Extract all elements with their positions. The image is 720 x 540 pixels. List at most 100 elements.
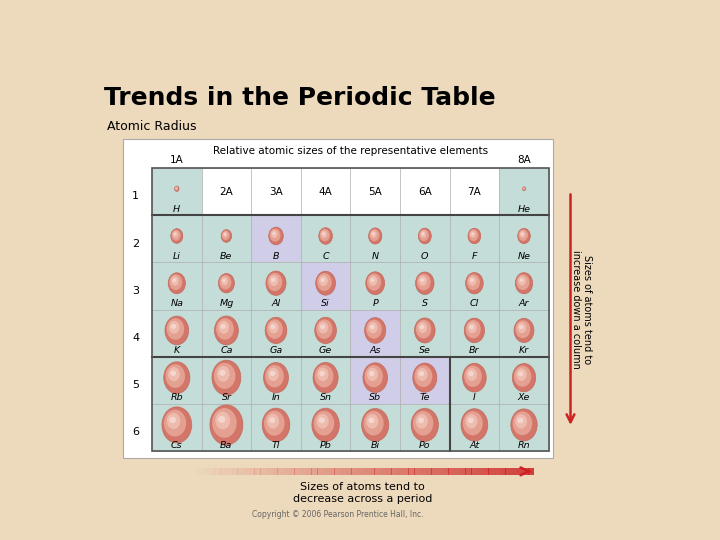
Ellipse shape — [169, 417, 176, 423]
Ellipse shape — [518, 230, 528, 241]
Ellipse shape — [269, 322, 279, 333]
Ellipse shape — [272, 232, 276, 235]
Ellipse shape — [212, 360, 241, 396]
Ellipse shape — [415, 318, 435, 343]
Ellipse shape — [419, 230, 429, 241]
Ellipse shape — [362, 362, 388, 393]
Text: Tl: Tl — [272, 441, 280, 450]
Ellipse shape — [510, 408, 538, 442]
Ellipse shape — [262, 408, 289, 442]
Ellipse shape — [169, 321, 179, 334]
Text: In: In — [271, 394, 280, 402]
Ellipse shape — [470, 279, 474, 282]
Ellipse shape — [415, 414, 428, 429]
Ellipse shape — [212, 408, 237, 438]
Bar — [202, 404, 251, 451]
Bar — [397, 468, 403, 475]
Text: 3A: 3A — [269, 187, 283, 197]
Text: 6A: 6A — [418, 187, 432, 197]
Ellipse shape — [367, 368, 378, 381]
Bar — [197, 468, 204, 475]
Bar — [251, 168, 301, 215]
Ellipse shape — [464, 366, 482, 387]
Bar — [226, 468, 232, 475]
Ellipse shape — [315, 318, 336, 343]
Bar — [312, 468, 318, 475]
Bar — [392, 468, 397, 475]
Bar — [426, 468, 431, 475]
Text: H: H — [174, 205, 181, 213]
Ellipse shape — [518, 276, 526, 286]
Ellipse shape — [261, 408, 290, 442]
Ellipse shape — [469, 276, 477, 286]
Bar — [400, 357, 449, 404]
Ellipse shape — [175, 186, 178, 191]
Ellipse shape — [267, 414, 279, 429]
Ellipse shape — [364, 411, 384, 435]
Ellipse shape — [220, 275, 231, 289]
Ellipse shape — [268, 368, 279, 381]
Ellipse shape — [516, 414, 527, 429]
Text: Trends in the Periodic Table: Trends in the Periodic Table — [104, 86, 495, 110]
Bar — [202, 357, 251, 404]
Ellipse shape — [166, 318, 184, 340]
Bar — [318, 468, 323, 475]
Text: 2: 2 — [132, 239, 140, 248]
Ellipse shape — [316, 271, 336, 295]
Ellipse shape — [163, 362, 190, 394]
Bar — [152, 168, 549, 451]
Bar — [351, 309, 400, 357]
Text: Br: Br — [469, 346, 480, 355]
Ellipse shape — [512, 363, 536, 393]
Ellipse shape — [369, 228, 382, 244]
Ellipse shape — [418, 322, 427, 333]
Text: Te: Te — [420, 394, 430, 402]
Bar — [122, 139, 554, 457]
Ellipse shape — [363, 363, 387, 393]
Text: K: K — [174, 346, 180, 355]
Ellipse shape — [371, 278, 374, 282]
Bar — [449, 357, 499, 404]
Text: Pb: Pb — [320, 441, 331, 450]
Bar — [454, 468, 460, 475]
Bar — [301, 309, 351, 357]
Ellipse shape — [519, 325, 523, 329]
Ellipse shape — [266, 271, 286, 295]
Ellipse shape — [467, 274, 480, 290]
Bar — [499, 357, 549, 404]
Bar — [152, 215, 202, 262]
Ellipse shape — [468, 228, 481, 244]
Bar — [363, 468, 369, 475]
Ellipse shape — [520, 279, 523, 282]
Ellipse shape — [264, 363, 289, 393]
Text: Be: Be — [220, 252, 233, 261]
Ellipse shape — [214, 315, 239, 346]
Ellipse shape — [513, 318, 534, 343]
Text: Rn: Rn — [518, 441, 531, 450]
Bar — [351, 404, 400, 451]
Text: Copyright © 2006 Pearson Prentice Hall, Inc.: Copyright © 2006 Pearson Prentice Hall, … — [252, 510, 424, 519]
Ellipse shape — [370, 325, 374, 329]
Ellipse shape — [173, 231, 178, 238]
Bar — [500, 468, 505, 475]
Text: At: At — [469, 441, 480, 450]
Text: Sizes of atoms tend to
increase down a column: Sizes of atoms tend to increase down a c… — [570, 250, 592, 369]
Bar — [400, 309, 449, 357]
Text: C: C — [323, 252, 329, 261]
Ellipse shape — [364, 365, 383, 387]
Ellipse shape — [464, 318, 485, 343]
Bar — [306, 468, 312, 475]
Text: Ar: Ar — [519, 299, 529, 308]
Bar — [351, 468, 358, 475]
Ellipse shape — [271, 278, 276, 282]
Ellipse shape — [265, 365, 284, 387]
Bar — [402, 468, 409, 475]
Ellipse shape — [162, 407, 192, 443]
Bar — [400, 262, 449, 309]
Ellipse shape — [466, 320, 481, 339]
Ellipse shape — [367, 274, 381, 291]
Bar — [400, 168, 449, 215]
Bar — [202, 215, 251, 262]
Text: Sn: Sn — [320, 394, 332, 402]
Bar — [254, 468, 261, 475]
